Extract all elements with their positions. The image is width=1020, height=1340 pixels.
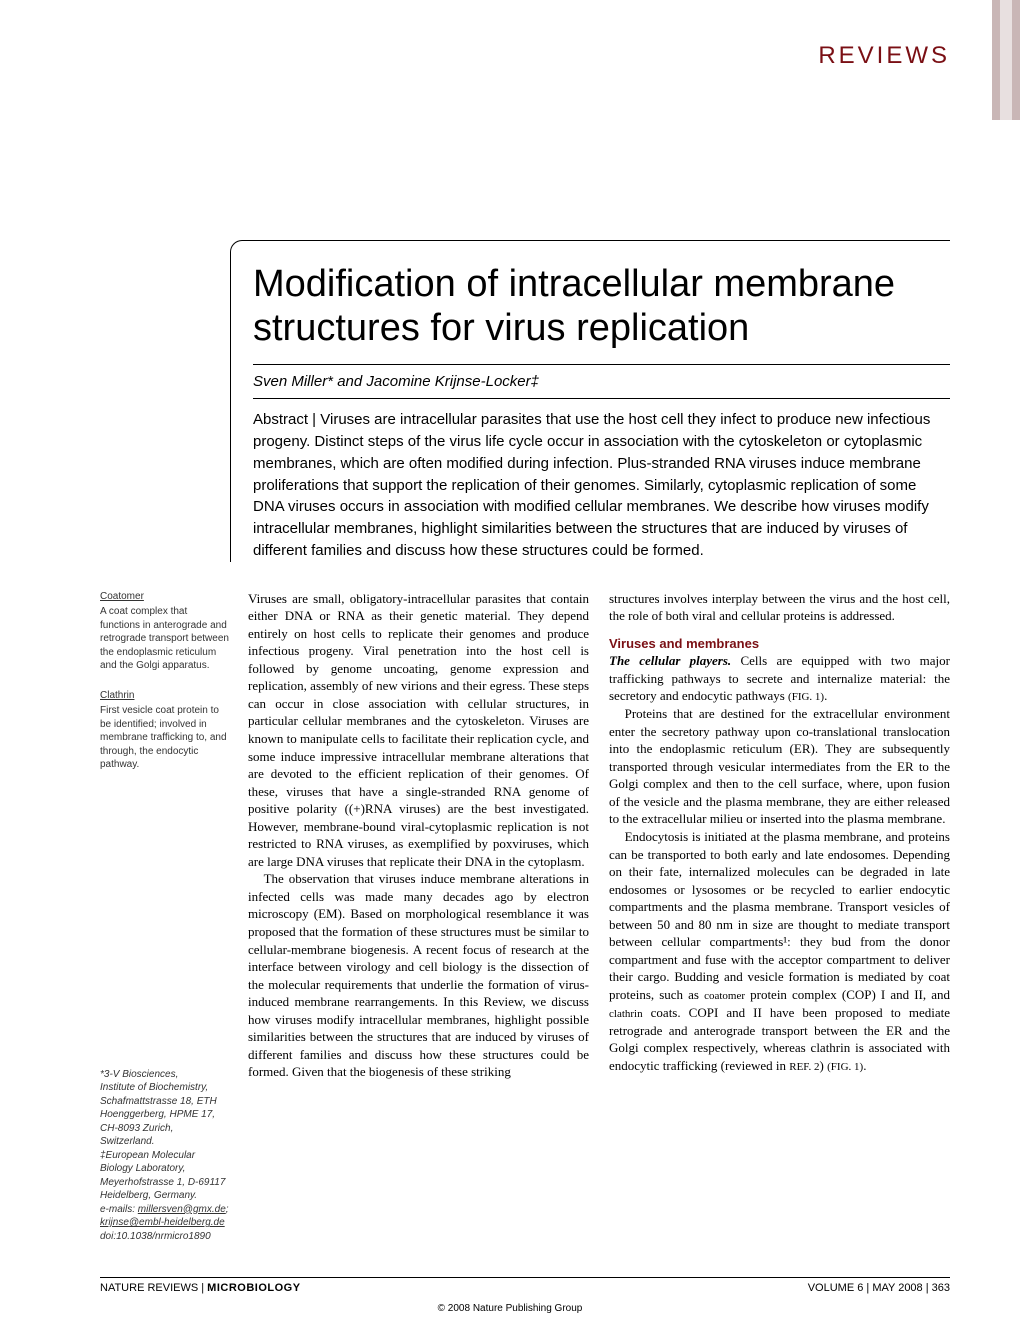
article-abstract: Abstract | Viruses are intracellular par… [253, 409, 950, 561]
body-text: Endocytosis is initiated at the plasma m… [609, 829, 950, 1002]
glossary-term: Clathrin [100, 689, 230, 703]
footer-journal-name: MICROBIOLOGY [207, 1282, 300, 1294]
inline-term: coatomer [704, 990, 745, 1002]
email-link[interactable]: krijnse@embl-heidelberg.de [100, 1217, 225, 1228]
body-paragraph: The cellular players. Cells are equipped… [609, 652, 950, 705]
body-column-left: Viruses are small, obligatory-intracellu… [248, 590, 589, 1244]
body-text: protein complex (COP) I and II, and [745, 987, 950, 1002]
body-paragraph: Endocytosis is initiated at the plasma m… [609, 828, 950, 1075]
body-paragraph: The observation that viruses induce memb… [248, 870, 589, 1081]
body-columns: Viruses are small, obligatory-intracellu… [248, 590, 950, 1244]
body-paragraph: structures involves interplay between th… [609, 590, 950, 625]
accent-bar-inner [1000, 0, 1012, 120]
article-title: Modification of intracellular membrane s… [253, 263, 950, 350]
copyright-line: © 2008 Nature Publishing Group [0, 1303, 1020, 1314]
glossary-definition: A coat complex that functions in anterog… [100, 605, 230, 673]
figure-reference: (FIG. 1) [788, 691, 824, 703]
affiliation-line: ‡European Molecular Biology Laboratory, … [100, 1149, 230, 1203]
page-footer: NATURE REVIEWS | MICROBIOLOGY VOLUME 6 |… [100, 1277, 950, 1294]
affiliation-block: *3-V Biosciences, Institute of Biochemis… [100, 1068, 230, 1244]
doi: doi:10.1038/nrmicro1890 [100, 1230, 230, 1244]
glossary-entry: Coatomer A coat complex that functions i… [100, 590, 230, 673]
footer-journal-prefix: NATURE REVIEWS | [100, 1282, 207, 1294]
emails-label: e-mails: [100, 1204, 138, 1215]
subsection-lead: The cellular players. [609, 653, 731, 668]
body-text: . [824, 688, 827, 703]
body-text: . [863, 1058, 866, 1073]
abstract-text: Viruses are intracellular parasites that… [253, 411, 930, 559]
email-link[interactable]: millersven@gmx.de [138, 1204, 226, 1215]
article-authors: Sven Miller* and Jacomine Krijnse-Locker… [253, 364, 950, 399]
body-column-right: structures involves interplay between th… [609, 590, 950, 1244]
footer-right: VOLUME 6 | MAY 2008 | 363 [808, 1282, 950, 1294]
abstract-label: Abstract | [253, 411, 320, 428]
glossary-definition: First vesicle coat protein to be identif… [100, 704, 230, 772]
accent-bar [992, 0, 1020, 120]
sidebar: Coatomer A coat complex that functions i… [100, 590, 230, 1244]
footer-left: NATURE REVIEWS | MICROBIOLOGY [100, 1282, 301, 1294]
body-paragraph: Viruses are small, obligatory-intracellu… [248, 590, 589, 871]
body-text: ) [820, 1058, 828, 1073]
glossary-term: Coatomer [100, 590, 230, 604]
title-box: Modification of intracellular membrane s… [230, 240, 950, 562]
copyright-text: © 2008 Nature Publishing Group [438, 1303, 583, 1314]
content-columns: Coatomer A coat complex that functions i… [100, 590, 950, 1244]
para-gap [609, 625, 950, 631]
affiliation-emails: e-mails: millersven@gmx.de; krijnse@embl… [100, 1203, 230, 1230]
inline-term: clathrin [609, 1008, 643, 1020]
body-paragraph: Proteins that are destined for the extra… [609, 705, 950, 828]
figure-reference: (FIG. 1) [827, 1061, 863, 1073]
glossary-entry: Clathrin First vesicle coat protein to b… [100, 689, 230, 772]
affiliation-line: *3-V Biosciences, [100, 1068, 230, 1082]
section-label: REVIEWS [818, 42, 950, 70]
body-text: coats. COPI and II have been proposed to… [609, 1005, 950, 1073]
reference: REF. 2 [789, 1061, 819, 1073]
section-heading: Viruses and membranes [609, 635, 950, 653]
sidebar-spacer [100, 788, 230, 1068]
affiliation-line: Institute of Biochemistry, Schafmattstra… [100, 1081, 230, 1149]
page: REVIEWS Modification of intracellular me… [0, 0, 1020, 1340]
